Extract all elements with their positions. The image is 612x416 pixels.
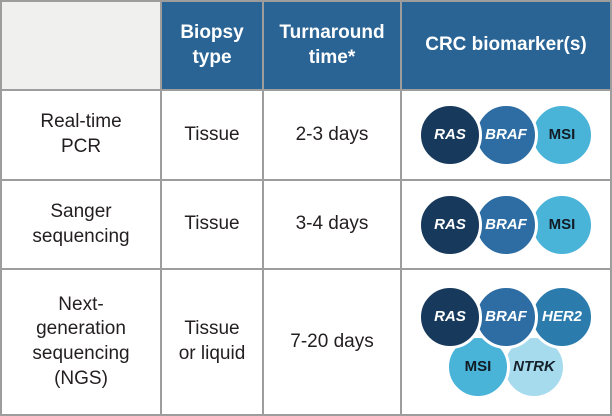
biomarkers-cell-real-time-pcr: RAS BRAF MSI (402, 91, 610, 179)
biomarker-circle-ras: RAS (418, 192, 482, 257)
biomarker-circle-row: RAS BRAF MSI (418, 192, 594, 257)
method-cell-real-time-pcr: Real-time PCR (2, 91, 160, 179)
method-cell-ngs: Next- generation sequencing (NGS) (2, 270, 160, 414)
biomarker-circle-braf: BRAF (474, 285, 538, 349)
method-cell-sanger-sequencing: Sanger sequencing (2, 181, 160, 268)
biomarker-circle-braf: BRAF (474, 103, 538, 167)
biopsy-type-cell-ngs: Tissue or liquid (162, 270, 262, 414)
biomarker-circle-braf: BRAF (474, 192, 538, 257)
biomarker-circle-ras: RAS (418, 103, 482, 167)
biomarkers-cell-sanger-sequencing: RAS BRAF MSI (402, 181, 610, 268)
biomarker-circle-row: RAS BRAF HER2 (418, 285, 594, 349)
biomarker-circle-msi: MSI (530, 192, 594, 257)
biomarker-circle-her2: HER2 (530, 285, 594, 349)
turnaround-cell-ngs: 7-20 days (264, 270, 400, 414)
header-cell-turnaround-time: Turnaround time* (264, 2, 400, 89)
turnaround-cell-real-time-pcr: 2-3 days (264, 91, 400, 179)
biopsy-type-cell-sanger-sequencing: Tissue (162, 181, 262, 268)
header-cell-crc-biomarkers: CRC biomarker(s) (402, 2, 610, 89)
biomarker-circle-ras: RAS (418, 285, 482, 349)
biomarker-circle-row: RAS BRAF MSI (418, 103, 594, 167)
biopsy-type-cell-real-time-pcr: Tissue (162, 91, 262, 179)
turnaround-cell-sanger-sequencing: 3-4 days (264, 181, 400, 268)
header-cell-biopsy-type: Biopsy type (162, 2, 262, 89)
biomarker-circle-msi: MSI (530, 103, 594, 167)
biomarkers-cell-ngs: RAS BRAF HER2 MSI NTRK (402, 270, 610, 414)
header-cell-empty (2, 2, 160, 89)
